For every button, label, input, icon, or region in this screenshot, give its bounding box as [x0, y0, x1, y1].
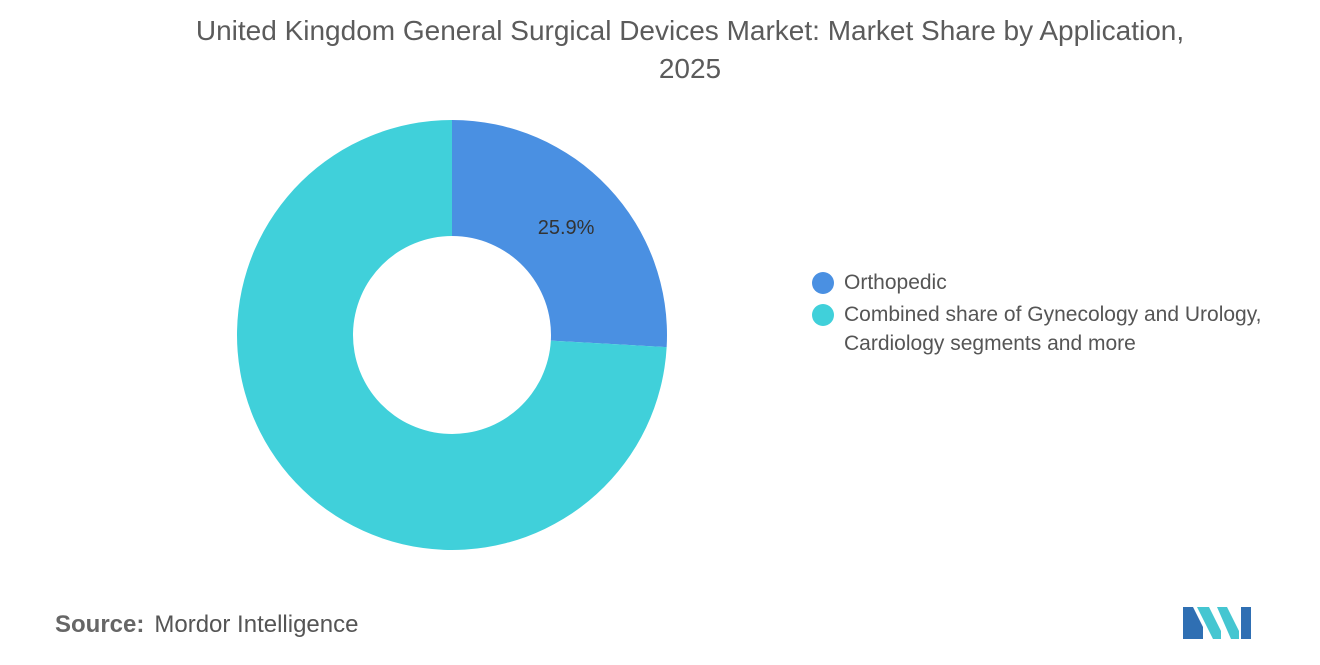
mordor-intelligence-logo-icon [1183, 607, 1251, 639]
legend-item-orthopedic[interactable]: Orthopedic [812, 268, 1312, 297]
legend-label-combined-share: Combined share of Gynecology and Urology… [844, 303, 1262, 355]
slice-labels: 25.9% [538, 217, 595, 239]
chart-legend: Orthopedic Combined share of Gynecology … [812, 268, 1312, 361]
source-label: Source: [55, 611, 145, 638]
donut-slices [236, 120, 667, 550]
legend-label-orthopedic: Orthopedic [844, 271, 947, 294]
donut-slice-1[interactable] [236, 120, 667, 550]
slice-label-0: 25.9% [538, 217, 595, 239]
source-value: Mordor Intelligence [154, 611, 359, 638]
legend-item-combined-share[interactable]: Combined share of Gynecology and Urology… [812, 300, 1312, 358]
chart-title: United Kingdom General Surgical Devices … [195, 15, 1185, 84]
donut-slice-0[interactable] [452, 120, 667, 348]
source-note: Source: Mordor Intelligence [55, 611, 358, 639]
legend-swatch-combined-share [812, 304, 834, 326]
legend-swatch-orthopedic [812, 272, 834, 294]
